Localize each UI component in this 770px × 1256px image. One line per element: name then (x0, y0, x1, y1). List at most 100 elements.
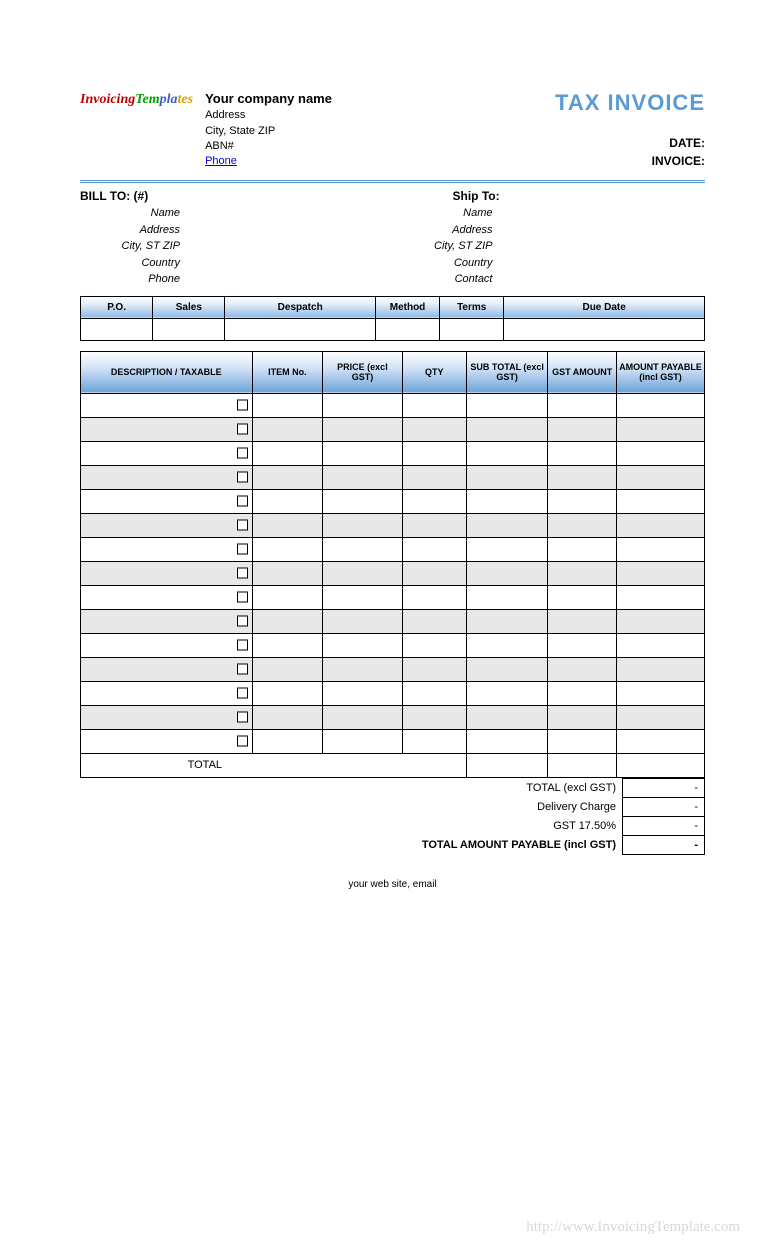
item-cell[interactable] (466, 681, 547, 705)
item-cell[interactable] (617, 393, 705, 417)
item-cell[interactable] (617, 513, 705, 537)
item-cell[interactable] (252, 729, 323, 753)
item-cell[interactable] (81, 681, 253, 705)
item-cell[interactable] (323, 417, 402, 441)
item-cell[interactable] (402, 609, 466, 633)
item-cell[interactable] (548, 705, 617, 729)
item-cell[interactable] (617, 441, 705, 465)
item-cell[interactable] (402, 417, 466, 441)
item-cell[interactable] (323, 705, 402, 729)
item-cell[interactable] (466, 633, 547, 657)
item-cell[interactable] (466, 561, 547, 585)
item-cell[interactable] (617, 417, 705, 441)
item-cell[interactable] (466, 513, 547, 537)
item-cell[interactable] (252, 489, 323, 513)
taxable-checkbox[interactable] (237, 424, 248, 435)
item-cell[interactable] (402, 705, 466, 729)
item-cell[interactable] (548, 729, 617, 753)
item-cell[interactable] (466, 585, 547, 609)
item-cell[interactable] (548, 585, 617, 609)
order-cell[interactable] (375, 318, 439, 340)
item-cell[interactable] (81, 633, 253, 657)
item-cell[interactable] (466, 657, 547, 681)
taxable-checkbox[interactable] (237, 568, 248, 579)
item-cell[interactable] (81, 561, 253, 585)
order-cell[interactable] (153, 318, 225, 340)
item-cell[interactable] (323, 489, 402, 513)
item-cell[interactable] (548, 657, 617, 681)
item-cell[interactable] (466, 609, 547, 633)
item-cell[interactable] (323, 513, 402, 537)
item-cell[interactable] (466, 393, 547, 417)
item-cell[interactable] (252, 657, 323, 681)
item-cell[interactable] (81, 537, 253, 561)
item-cell[interactable] (81, 609, 253, 633)
item-cell[interactable] (617, 705, 705, 729)
item-cell[interactable] (466, 705, 547, 729)
taxable-checkbox[interactable] (237, 520, 248, 531)
item-cell[interactable] (252, 705, 323, 729)
item-cell[interactable] (323, 657, 402, 681)
item-cell[interactable] (548, 417, 617, 441)
taxable-checkbox[interactable] (237, 472, 248, 483)
order-cell[interactable] (225, 318, 375, 340)
item-cell[interactable] (81, 393, 253, 417)
order-cell[interactable] (504, 318, 705, 340)
item-cell[interactable] (81, 729, 253, 753)
taxable-checkbox[interactable] (237, 448, 248, 459)
taxable-checkbox[interactable] (237, 616, 248, 627)
item-cell[interactable] (548, 465, 617, 489)
item-cell[interactable] (323, 633, 402, 657)
item-cell[interactable] (548, 489, 617, 513)
item-cell[interactable] (252, 441, 323, 465)
item-cell[interactable] (252, 681, 323, 705)
item-cell[interactable] (548, 681, 617, 705)
item-cell[interactable] (323, 609, 402, 633)
item-cell[interactable] (252, 513, 323, 537)
company-phone-link[interactable]: Phone (205, 154, 543, 169)
item-cell[interactable] (323, 441, 402, 465)
item-cell[interactable] (81, 441, 253, 465)
item-cell[interactable] (402, 465, 466, 489)
item-cell[interactable] (548, 633, 617, 657)
item-cell[interactable] (617, 465, 705, 489)
item-cell[interactable] (323, 681, 402, 705)
item-cell[interactable] (402, 441, 466, 465)
item-cell[interactable] (548, 393, 617, 417)
order-cell[interactable] (81, 318, 153, 340)
item-cell[interactable] (402, 561, 466, 585)
item-cell[interactable] (617, 657, 705, 681)
item-cell[interactable] (548, 609, 617, 633)
item-cell[interactable] (81, 465, 253, 489)
item-cell[interactable] (402, 729, 466, 753)
item-cell[interactable] (402, 657, 466, 681)
item-cell[interactable] (466, 417, 547, 441)
item-cell[interactable] (402, 633, 466, 657)
item-cell[interactable] (617, 585, 705, 609)
item-cell[interactable] (402, 681, 466, 705)
item-cell[interactable] (466, 489, 547, 513)
item-cell[interactable] (617, 633, 705, 657)
item-cell[interactable] (617, 561, 705, 585)
taxable-checkbox[interactable] (237, 736, 248, 747)
item-cell[interactable] (466, 441, 547, 465)
item-cell[interactable] (402, 585, 466, 609)
item-cell[interactable] (323, 393, 402, 417)
item-cell[interactable] (466, 465, 547, 489)
item-cell[interactable] (548, 441, 617, 465)
item-cell[interactable] (323, 537, 402, 561)
item-cell[interactable] (81, 585, 253, 609)
taxable-checkbox[interactable] (237, 592, 248, 603)
item-cell[interactable] (323, 561, 402, 585)
item-cell[interactable] (548, 537, 617, 561)
item-cell[interactable] (252, 537, 323, 561)
item-cell[interactable] (252, 393, 323, 417)
item-cell[interactable] (252, 585, 323, 609)
item-cell[interactable] (252, 609, 323, 633)
item-cell[interactable] (81, 705, 253, 729)
item-cell[interactable] (252, 561, 323, 585)
item-cell[interactable] (617, 489, 705, 513)
item-cell[interactable] (81, 657, 253, 681)
item-cell[interactable] (402, 537, 466, 561)
item-cell[interactable] (617, 681, 705, 705)
